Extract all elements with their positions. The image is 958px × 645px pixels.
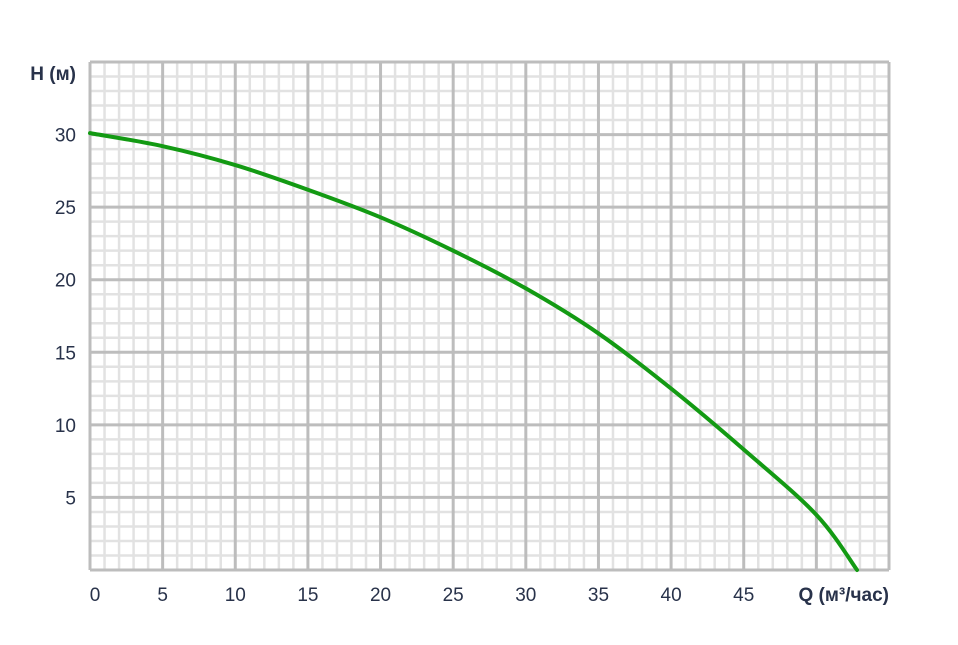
y-tick-label: 5 [65, 488, 76, 509]
y-tick-label: 30 [55, 126, 76, 147]
x-tick-label: 10 [225, 585, 246, 606]
x-axis-label: Q (м³/час) [798, 585, 889, 606]
x-tick-label: 35 [588, 585, 609, 606]
x-tick-label: 20 [370, 585, 391, 606]
x-tick-label: 5 [157, 585, 168, 606]
y-tick-label: 15 [55, 343, 76, 364]
y-tick-label: 10 [55, 416, 76, 437]
y-tick-label: 25 [55, 198, 76, 219]
x-tick-label: 25 [443, 585, 464, 606]
x-tick-label: 0 [90, 585, 101, 606]
x-tick-label: 40 [661, 585, 682, 606]
x-tick-label: 45 [733, 585, 754, 606]
y-tick-label: 20 [55, 271, 76, 292]
x-tick-label: 15 [297, 585, 318, 606]
x-tick-label: 30 [515, 585, 536, 606]
y-axis-label: H (м) [30, 64, 76, 85]
major-grid [90, 62, 889, 570]
minor-grid [90, 62, 889, 570]
